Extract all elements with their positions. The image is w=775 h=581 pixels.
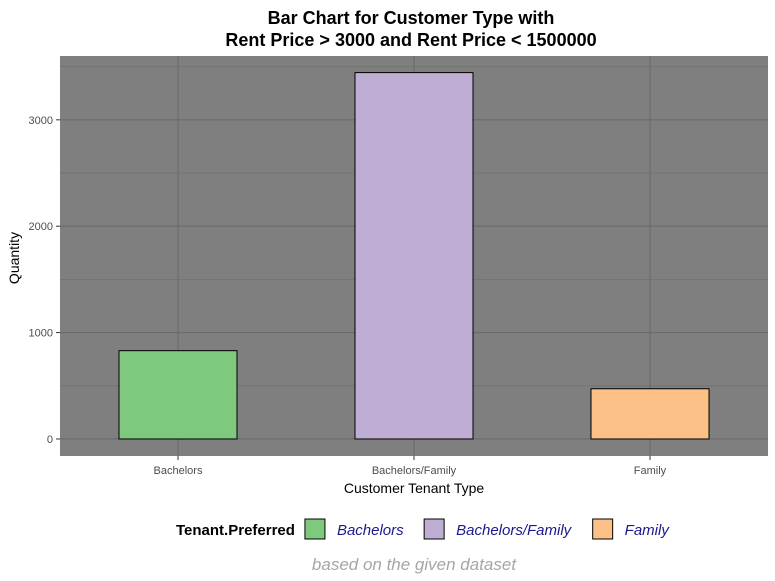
x-tick-label: Bachelors xyxy=(154,465,203,477)
legend-label: Family xyxy=(625,522,671,539)
chart-title-line-1: Bar Chart for Customer Type with xyxy=(268,8,555,28)
legend: Tenant.Preferred Bachelors Bachelors/Fami… xyxy=(176,518,671,540)
y-axis-ticks: 0 1000 2000 3000 xyxy=(29,115,60,446)
legend-title: Tenant.Preferred xyxy=(176,522,295,539)
x-axis-title: Customer Tenant Type xyxy=(344,480,485,496)
bars xyxy=(118,72,710,440)
y-axis-title: Quantity xyxy=(6,232,22,284)
x-axis-ticks: Bachelors Bachelors/Family Family xyxy=(154,456,667,477)
bar-bachelors-family xyxy=(354,72,474,440)
y-tick-label: 0 xyxy=(47,434,53,446)
legend-key xyxy=(592,518,614,540)
legend-label: Bachelors xyxy=(337,522,404,539)
chart-title-line-2: Rent Price > 3000 and Rent Price < 15000… xyxy=(225,30,596,50)
x-tick-label: Bachelors/Family xyxy=(372,465,457,477)
y-tick-label: 1000 xyxy=(29,328,53,340)
chart-caption: based on the given dataset xyxy=(312,555,517,574)
y-tick-label: 3000 xyxy=(29,115,53,127)
legend-label: Bachelors/Family xyxy=(456,522,573,539)
x-tick-label: Family xyxy=(634,465,667,477)
legend-key xyxy=(423,518,445,540)
legend-key xyxy=(304,518,326,540)
bar-family xyxy=(590,388,710,440)
bar-bachelors xyxy=(118,350,238,440)
y-tick-label: 2000 xyxy=(29,221,53,233)
